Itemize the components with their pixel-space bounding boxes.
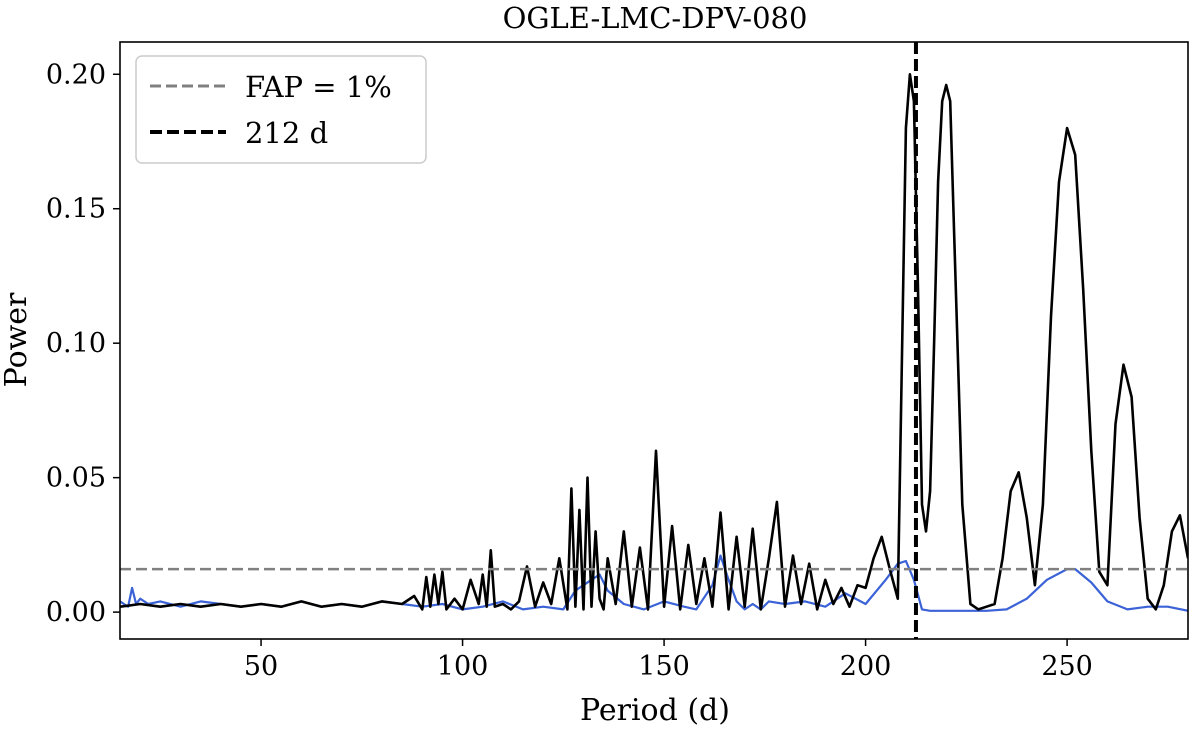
series-line-window xyxy=(120,554,1188,612)
x-tick-label: 100 xyxy=(437,651,489,682)
series-line-periodogram xyxy=(120,73,1188,611)
x-axis-label: Period (d) xyxy=(580,693,730,728)
chart-title: OGLE-LMC-DPV-080 xyxy=(503,1,808,35)
y-tick-label: 0.05 xyxy=(46,463,106,494)
plot-frame xyxy=(119,41,1189,640)
y-tick-label: 0.00 xyxy=(46,597,106,628)
y-tick-label: 0.20 xyxy=(46,59,106,90)
y-tick-label: 0.15 xyxy=(46,194,106,225)
x-tick-label: 250 xyxy=(1041,651,1093,682)
x-tick-label: 150 xyxy=(638,651,690,682)
x-tick-label: 50 xyxy=(244,651,278,682)
legend-box xyxy=(135,55,427,164)
x-tick-label: 200 xyxy=(840,651,892,682)
legend-label-period: 212 d xyxy=(245,116,328,150)
y-tick-label: 0.10 xyxy=(46,328,106,359)
legend: FAP = 1% 212 d xyxy=(135,55,427,164)
legend-label-fap: FAP = 1% xyxy=(245,70,392,104)
y-axis-label: Power xyxy=(0,292,34,387)
